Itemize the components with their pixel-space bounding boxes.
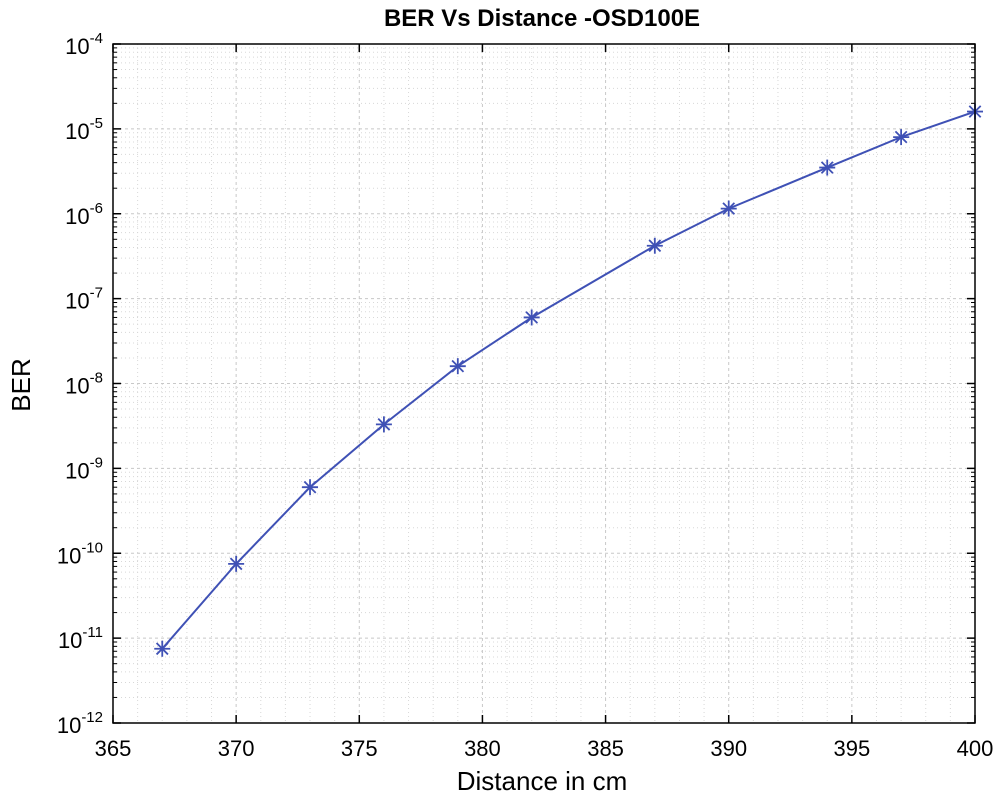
y-tick-label: 10-5 xyxy=(65,115,103,144)
data-point-marker xyxy=(646,237,663,254)
x-tick-label: 395 xyxy=(833,736,870,761)
data-point-marker xyxy=(228,555,245,572)
x-tick-label: 400 xyxy=(957,736,994,761)
data-point-marker xyxy=(523,309,540,326)
series-layer xyxy=(154,103,983,657)
data-point-marker xyxy=(819,159,836,176)
major-grid xyxy=(112,43,976,724)
x-tick-label: 390 xyxy=(710,736,747,761)
x-tick-label: 380 xyxy=(464,736,501,761)
x-tick-label: 370 xyxy=(218,736,255,761)
y-tick-label: 10-9 xyxy=(65,454,103,483)
x-tick-label: 385 xyxy=(587,736,624,761)
data-point-marker xyxy=(720,200,737,217)
y-axis-label: BER xyxy=(6,358,36,411)
y-tick-label: 10-10 xyxy=(57,539,103,568)
x-axis-label: Distance in cm xyxy=(457,766,628,796)
data-point-marker xyxy=(375,416,392,433)
data-point-marker xyxy=(449,358,466,375)
data-point-marker xyxy=(154,640,171,657)
y-tick-label: 10-4 xyxy=(65,30,103,59)
y-tick-label: 10-11 xyxy=(58,624,103,653)
x-tick-label: 365 xyxy=(95,736,132,761)
y-tick-label: 10-8 xyxy=(65,370,103,399)
data-point-marker xyxy=(302,479,319,496)
y-axis-ticks: 10-12 10-11 10-10 10-9 10-8 10-7 10-6 10-5 10-4 xyxy=(57,30,975,738)
y-tick-label: 10-7 xyxy=(65,285,103,314)
series-line xyxy=(161,110,976,650)
x-tick-label: 375 xyxy=(341,736,378,761)
y-tick-label: 10-6 xyxy=(65,200,103,229)
chart-title: BER Vs Distance -OSD100E xyxy=(384,5,700,32)
data-point-marker xyxy=(893,129,910,146)
x-axis-ticks: 365 370 375 380 385 390 395 400 xyxy=(95,44,994,761)
y-tick-label: 10-12 xyxy=(57,709,103,738)
